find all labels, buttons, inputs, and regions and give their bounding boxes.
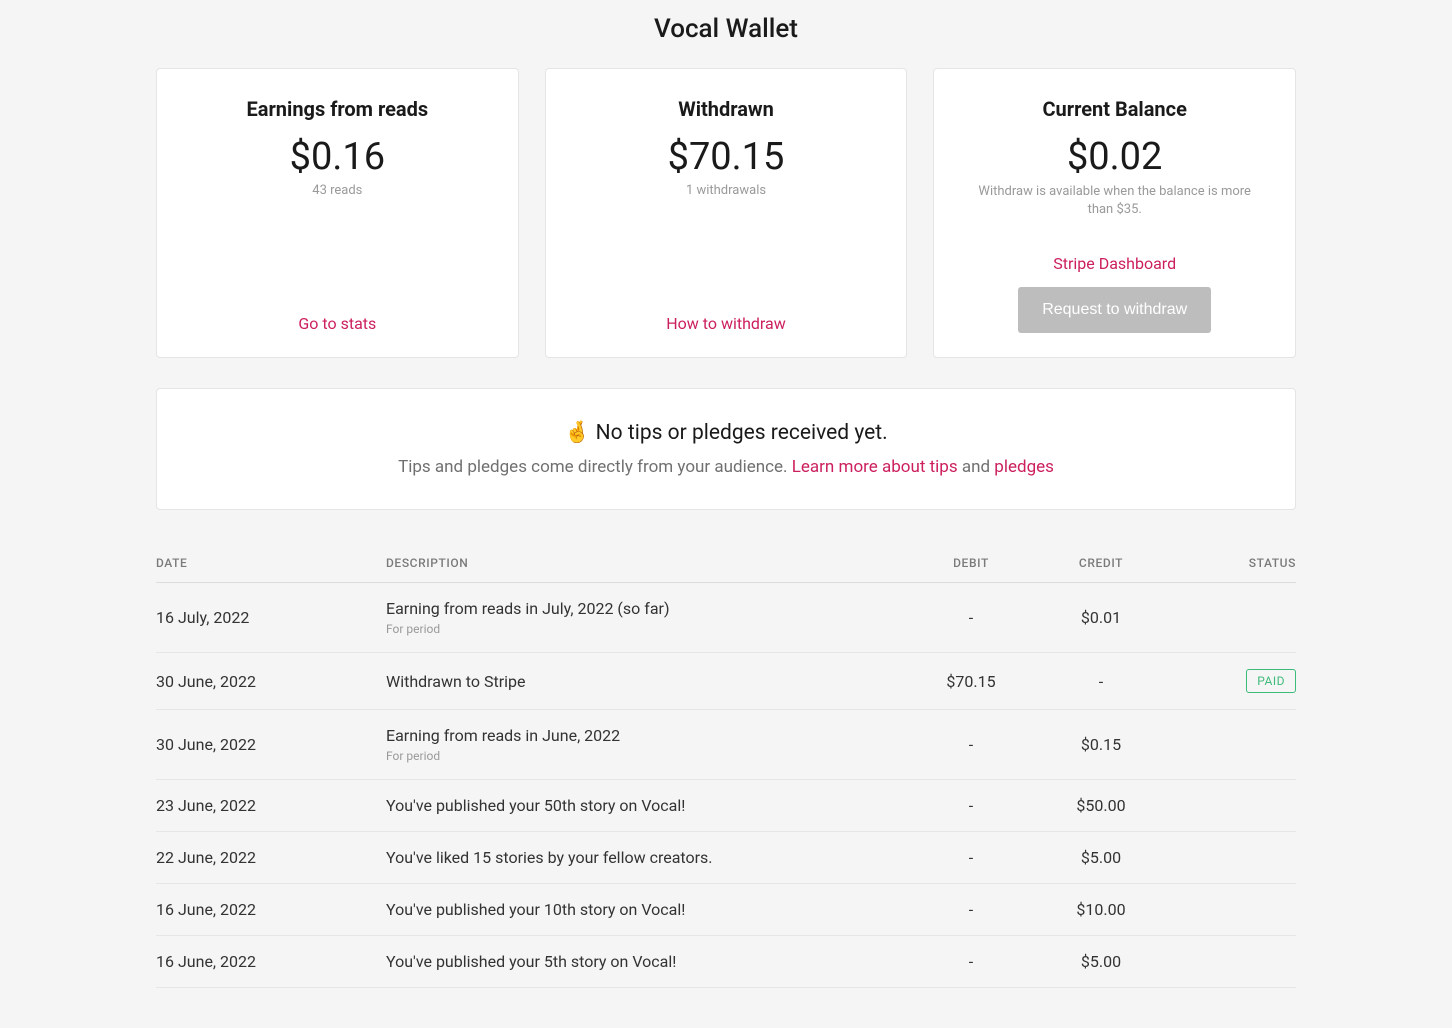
cell-credit: $5.00	[1036, 936, 1166, 988]
status-badge: PAID	[1246, 669, 1296, 693]
cell-date: 30 June, 2022	[156, 710, 386, 780]
cell-description: Earning from reads in June, 2022For peri…	[386, 710, 906, 780]
cell-date: 16 June, 2022	[156, 936, 386, 988]
withdrawn-title: Withdrawn	[566, 97, 887, 121]
balance-note: Withdraw is available when the balance i…	[954, 183, 1275, 219]
cell-description: Earning from reads in July, 2022 (so far…	[386, 583, 906, 653]
withdrawn-sub: 1 withdrawals	[566, 183, 887, 198]
summary-cards: Earnings from reads $0.16 43 reads Go to…	[156, 68, 1296, 358]
withdrawn-amount: $70.15	[566, 135, 887, 179]
pledges-link[interactable]: pledges	[994, 457, 1054, 477]
cell-status	[1166, 780, 1296, 832]
header-status: STATUS	[1166, 546, 1296, 583]
cell-status	[1166, 936, 1296, 988]
table-row: 16 June, 2022You've published your 5th s…	[156, 936, 1296, 988]
tips-subtext: Tips and pledges come directly from your…	[177, 457, 1275, 477]
cell-credit: -	[1036, 653, 1166, 710]
cell-credit: $5.00	[1036, 832, 1166, 884]
go-to-stats-link[interactable]: Go to stats	[177, 314, 498, 333]
cell-date: 16 July, 2022	[156, 583, 386, 653]
balance-amount: $0.02	[954, 135, 1275, 179]
tips-and: and	[958, 457, 995, 477]
cell-description: You've published your 50th story on Voca…	[386, 780, 906, 832]
cell-debit: -	[906, 710, 1036, 780]
balance-title: Current Balance	[954, 97, 1275, 121]
earnings-amount: $0.16	[177, 135, 498, 179]
cell-debit: -	[906, 583, 1036, 653]
tips-panel: 🤞 No tips or pledges received yet. Tips …	[156, 388, 1296, 510]
cell-date: 16 June, 2022	[156, 884, 386, 936]
cell-credit: $50.00	[1036, 780, 1166, 832]
header-date: DATE	[156, 546, 386, 583]
table-row: 22 June, 2022You've liked 15 stories by …	[156, 832, 1296, 884]
cell-debit: -	[906, 832, 1036, 884]
cell-description: You've published your 5th story on Vocal…	[386, 936, 906, 988]
learn-more-tips-link[interactable]: Learn more about tips	[792, 457, 958, 477]
request-withdraw-button[interactable]: Request to withdraw	[1018, 287, 1211, 333]
table-row: 16 July, 2022Earning from reads in July,…	[156, 583, 1296, 653]
cell-status: PAID	[1166, 653, 1296, 710]
stripe-dashboard-link[interactable]: Stripe Dashboard	[954, 254, 1275, 273]
fingers-crossed-icon: 🤞	[564, 421, 590, 445]
table-row: 30 June, 2022Withdrawn to Stripe$70.15- P…	[156, 653, 1296, 710]
tips-title-text: No tips or pledges received yet.	[596, 421, 888, 445]
cell-credit: $0.01	[1036, 583, 1166, 653]
table-header-row: DATE DESCRIPTION DEBIT CREDIT STATUS	[156, 546, 1296, 583]
earnings-card: Earnings from reads $0.16 43 reads Go to…	[156, 68, 519, 358]
earnings-sub: 43 reads	[177, 183, 498, 198]
cell-debit: -	[906, 780, 1036, 832]
cell-description: You've liked 15 stories by your fellow c…	[386, 832, 906, 884]
table-row: 23 June, 2022You've published your 50th …	[156, 780, 1296, 832]
cell-debit: -	[906, 936, 1036, 988]
how-to-withdraw-link[interactable]: How to withdraw	[566, 314, 887, 333]
table-row: 16 June, 2022You've published your 10th …	[156, 884, 1296, 936]
cell-credit: $10.00	[1036, 884, 1166, 936]
cell-credit: $0.15	[1036, 710, 1166, 780]
cell-description: Withdrawn to Stripe	[386, 653, 906, 710]
cell-date: 30 June, 2022	[156, 653, 386, 710]
cell-debit: -	[906, 884, 1036, 936]
earnings-title: Earnings from reads	[177, 97, 498, 121]
tips-sub-prefix: Tips and pledges come directly from your…	[398, 457, 792, 477]
header-description: DESCRIPTION	[386, 546, 906, 583]
tips-title: 🤞 No tips or pledges received yet.	[177, 421, 1275, 445]
cell-status	[1166, 832, 1296, 884]
page-title: Vocal Wallet	[156, 0, 1296, 68]
cell-date: 23 June, 2022	[156, 780, 386, 832]
header-debit: DEBIT	[906, 546, 1036, 583]
balance-card: Current Balance $0.02 Withdraw is availa…	[933, 68, 1296, 358]
cell-date: 22 June, 2022	[156, 832, 386, 884]
cell-status	[1166, 583, 1296, 653]
cell-description: You've published your 10th story on Voca…	[386, 884, 906, 936]
cell-debit: $70.15	[906, 653, 1036, 710]
withdrawn-card: Withdrawn $70.15 1 withdrawals How to wi…	[545, 68, 908, 358]
cell-status	[1166, 710, 1296, 780]
header-credit: CREDIT	[1036, 546, 1166, 583]
cell-status	[1166, 884, 1296, 936]
table-row: 30 June, 2022Earning from reads in June,…	[156, 710, 1296, 780]
transactions-table: DATE DESCRIPTION DEBIT CREDIT STATUS 16 …	[156, 546, 1296, 988]
